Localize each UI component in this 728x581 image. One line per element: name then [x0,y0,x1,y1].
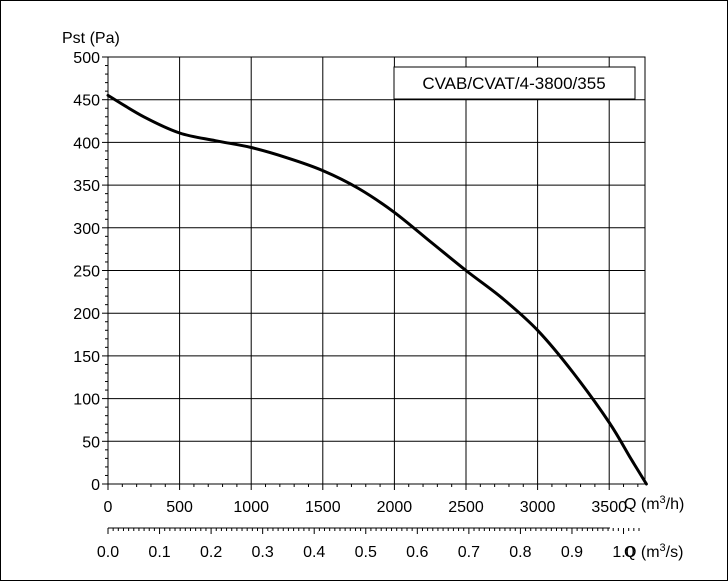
y-tick-labels: 0 50 100 150 200 250 300 350 400 450 500 [73,50,100,494]
secondary-tick-label: 0.4 [303,544,325,561]
secondary-tick-label: 0.3 [252,544,274,561]
legend-label: CVAB/CVAT/4-3800/355 [422,74,605,93]
y-axis-title: Pst (Pa) [62,30,120,47]
legend: CVAB/CVAT/4-3800/355 [393,66,636,100]
secondary-tick-label: 0.6 [406,544,428,561]
secondary-tick-label: 0.8 [509,544,531,561]
secondary-tick-label: 0.7 [458,544,480,561]
x-tick-label: 1500 [305,499,341,516]
y-minor-ticks [105,65,108,476]
y-tick-label: 400 [73,135,100,152]
y-tick-label: 250 [73,264,100,281]
secondary-axis-labels: 0.0 0.1 0.2 0.3 0.4 0.5 0.6 0.7 0.8 0.9 1.0 [97,544,635,561]
secondary-tick-label: 0.0 [97,544,119,561]
y-tick-label: 200 [73,306,100,323]
y-tick-label: 150 [73,349,100,366]
plot-border [107,56,646,485]
legend-box [393,66,636,100]
secondary-tick-label: 0.1 [148,544,170,561]
y-tick-label: 300 [73,221,100,238]
secondary-tick-label: 0.2 [200,544,222,561]
secondary-axis-ticks [107,528,640,534]
x-tick-label: 0 [104,499,113,516]
x-axis-title-primary: Q (m3/h) [624,494,684,513]
y-tick-label: 350 [73,178,100,195]
y-tick-label: 50 [82,434,100,451]
x-tick-label: 2000 [377,499,413,516]
y-tick-label: 0 [91,477,100,494]
y-tick-label: 450 [73,93,100,110]
x-tick-labels: 0 500 1000 1500 2000 2500 3000 3500 [104,499,628,516]
horizontal-gridlines [102,56,645,485]
x-tick-label: 2500 [448,499,484,516]
x-minor-ticks [121,484,639,487]
x-tick-label: 500 [166,499,193,516]
x-tick-label: 1000 [233,499,269,516]
secondary-tick-label: 0.9 [561,544,583,561]
x-axis-title-secondary: Q (m3/s) [624,542,683,561]
y-tick-label: 500 [73,50,100,67]
secondary-tick-label: 0.5 [355,544,377,561]
y-tick-label: 100 [73,392,100,409]
secondary-tick-label: 1.0 [612,544,634,561]
fan-curve-line [106,93,648,486]
x-tick-label: 3500 [591,499,627,516]
x-tick-label: 3000 [520,499,556,516]
